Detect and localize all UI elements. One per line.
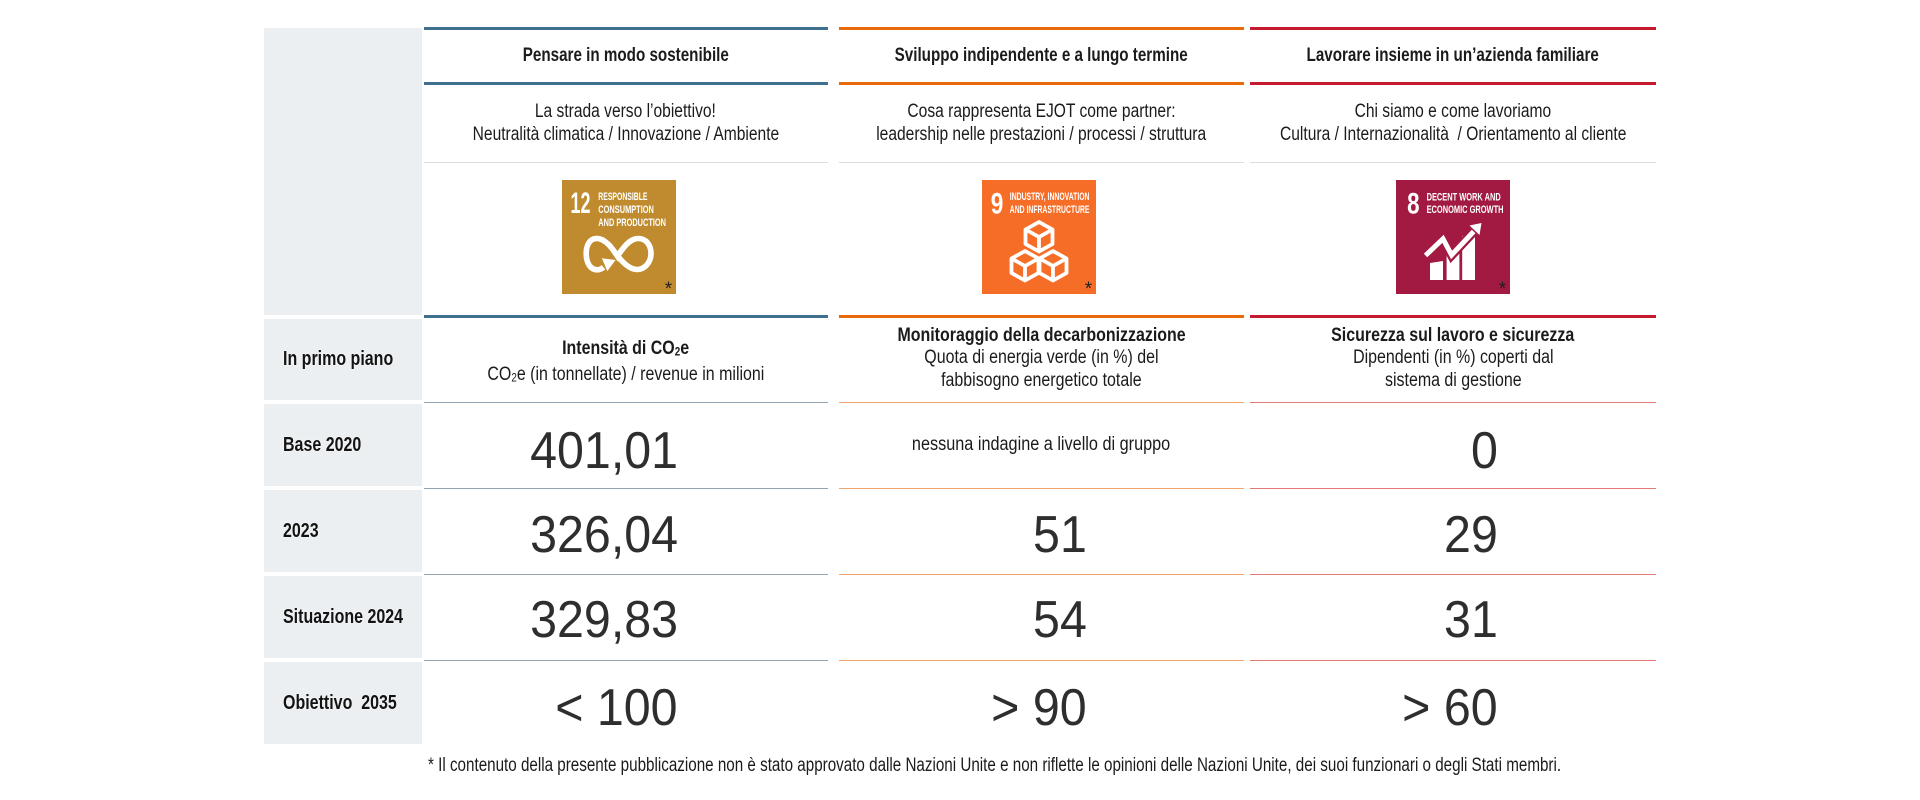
svg-text:ECONOMIC GROWTH: ECONOMIC GROWTH [1427,204,1504,216]
svg-text:9: 9 [991,188,1004,221]
svg-text:RESPONSIBLE: RESPONSIBLE [598,191,647,203]
svg-text:*: * [1085,279,1093,294]
svg-text:CONSUMPTION: CONSUMPTION [598,204,654,216]
svg-text:INDUSTRY, INNOVATION: INDUSTRY, INNOVATION [1010,191,1090,203]
svg-text:DECENT WORK AND: DECENT WORK AND [1427,192,1501,204]
svg-text:AND INFRASTRUCTURE: AND INFRASTRUCTURE [1010,204,1090,216]
svg-text:*: * [665,279,673,294]
svg-text:AND PRODUCTION: AND PRODUCTION [598,217,666,229]
svg-text:8: 8 [1407,188,1419,221]
svg-text:12: 12 [571,187,591,220]
svg-text:*: * [1499,279,1507,294]
